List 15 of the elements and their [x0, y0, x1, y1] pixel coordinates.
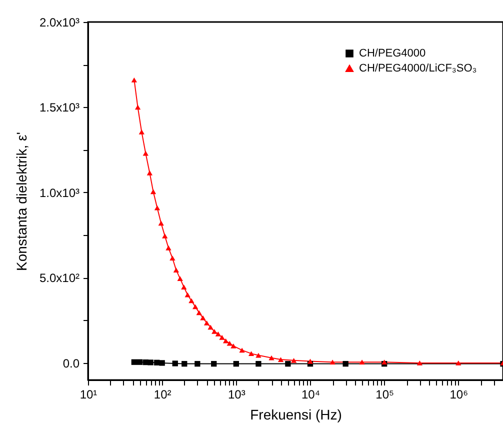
legend-label: CH/PEG4000 [359, 48, 426, 60]
y-axis-title: Konstanta dielektrik, ε' [13, 132, 30, 271]
y-tick-label: 0.0 [62, 356, 80, 370]
x-tick-label: 10⁶ [450, 388, 468, 402]
x-tick-label: 10² [154, 388, 172, 402]
x-tick-label: 10⁴ [301, 388, 320, 402]
x-tick-label: 10⁵ [376, 388, 394, 402]
y-tick-label: 2.0x10³ [39, 16, 80, 30]
x-tick-label: 10³ [228, 388, 246, 402]
y-tick-label: 1.0x10³ [39, 186, 80, 200]
y-tick-label: 1.5x10³ [39, 100, 80, 115]
x-axis-title: Frekuensi (Hz) [250, 406, 342, 422]
legend-label: CH/PEG4000/LiCF₃SO₃ [359, 62, 477, 74]
y-tick-label: 5.0x10² [39, 271, 80, 286]
x-tick-label: 10¹ [80, 388, 98, 402]
